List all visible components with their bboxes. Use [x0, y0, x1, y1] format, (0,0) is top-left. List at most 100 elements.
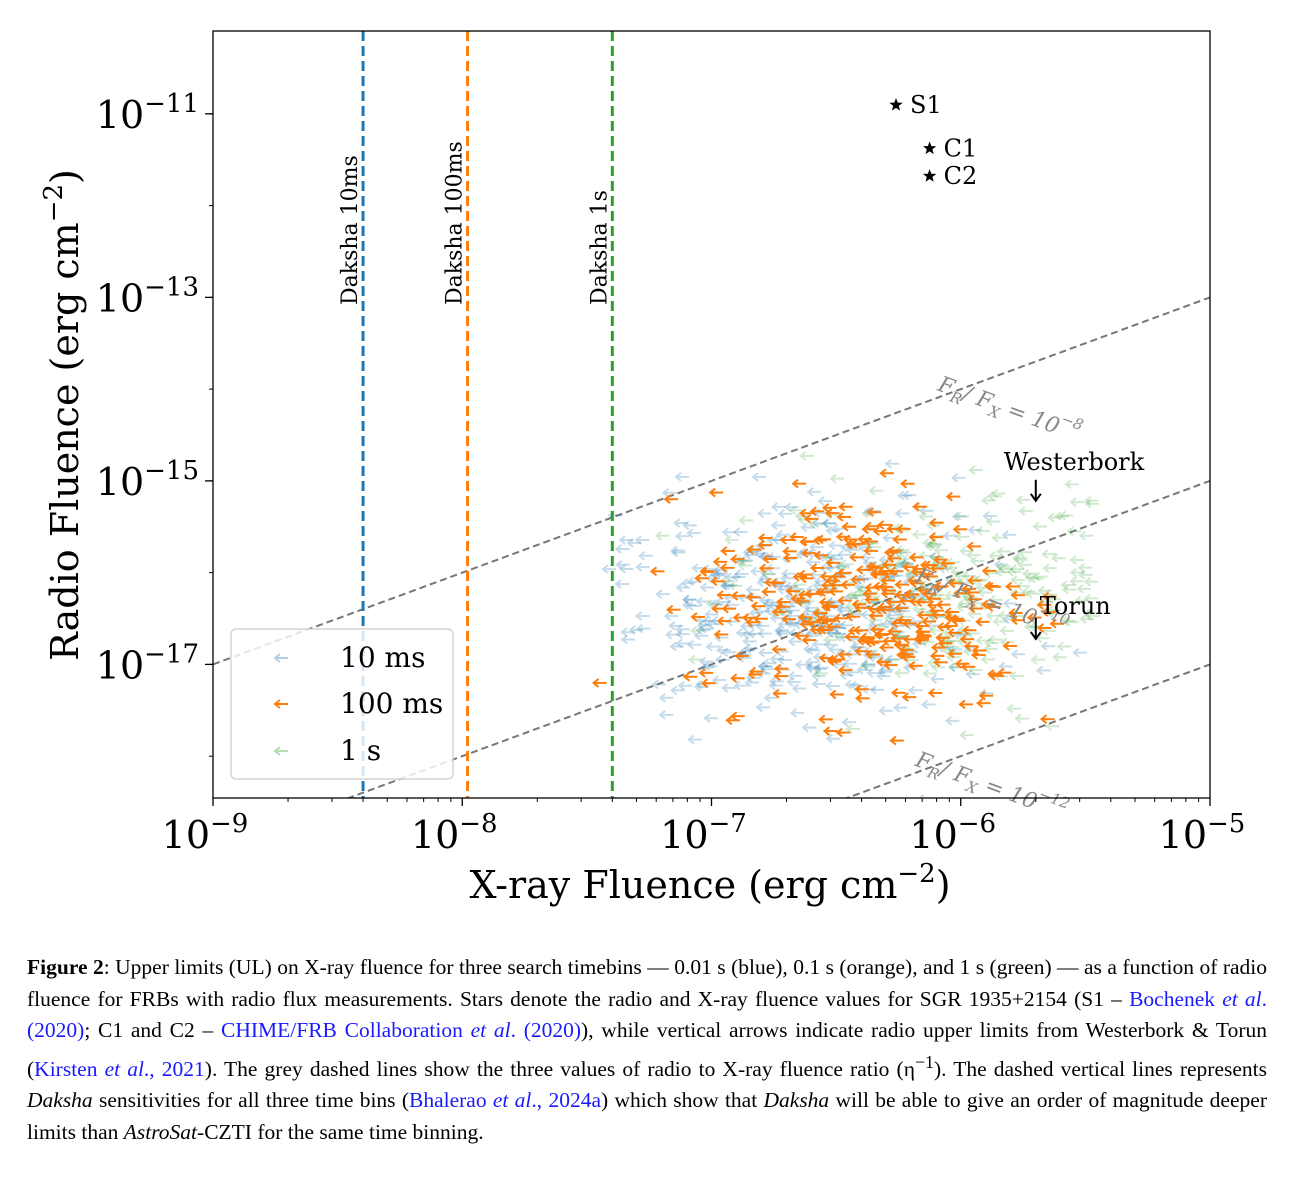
- upper-limit-arrow: [716, 590, 731, 600]
- upper-limit-arrow: [944, 612, 959, 623]
- upper-limit-arrow: [658, 710, 674, 720]
- upper-limit-arrow: [842, 658, 857, 669]
- upper-limit-arrow: [965, 669, 980, 679]
- upper-limit-arrow: [761, 569, 777, 580]
- upper-limit-arrow: [860, 661, 876, 672]
- upper-limit-arrow: [1060, 580, 1076, 590]
- upper-limit-arrow: [745, 617, 761, 628]
- upper-limit-arrow: [1008, 608, 1023, 618]
- upper-limit-arrow: [830, 524, 846, 534]
- upper-limit-arrow: [844, 679, 860, 690]
- upper-limit-arrow: [775, 602, 790, 612]
- upper-limit-arrow: [860, 632, 875, 642]
- upper-limit-arrow: [841, 521, 857, 532]
- upper-limit-arrow: [675, 638, 690, 649]
- upper-limit-arrow: [924, 541, 940, 552]
- upper-limit-arrow: [675, 582, 691, 593]
- series-10ms: [601, 458, 1087, 798]
- upper-limit-arrow: [877, 520, 892, 530]
- upper-limit-arrow: [743, 550, 759, 560]
- upper-limit-arrow: [1077, 562, 1093, 573]
- upper-limit-arrow: [695, 625, 711, 635]
- upper-limit-arrow: [734, 651, 749, 661]
- upper-limit-arrow: [995, 567, 1010, 577]
- ratio-line-label: FR/ FX = 10−8: [932, 365, 1086, 451]
- upper-limit-arrow: [741, 629, 757, 640]
- upper-limit-arrow: [935, 633, 950, 643]
- upper-limit-arrow: [713, 629, 729, 640]
- upper-limit-arrow: [880, 575, 895, 586]
- upper-limit-arrow: [760, 664, 776, 675]
- upper-limit-arrow: [787, 671, 803, 681]
- upper-limit-arrow: [825, 575, 840, 586]
- upper-limit-arrow: [791, 683, 807, 694]
- legend-marker: [273, 699, 288, 709]
- upper-limit-arrow: [773, 663, 789, 674]
- upper-limit-arrow: [699, 623, 714, 634]
- upper-limit-arrow: [855, 565, 871, 575]
- upper-limit-arrow: [674, 624, 690, 635]
- upper-limit-arrow: [774, 625, 789, 636]
- citation-chime[interactable]: CHIME/FRB Collaboration et al. (2020): [221, 1018, 582, 1042]
- upper-limit-arrow: [713, 568, 729, 579]
- legend-marker: [273, 746, 288, 756]
- upper-limit-arrow: [961, 625, 977, 636]
- upper-limit-arrow: [1064, 479, 1079, 490]
- upper-limit-arrow: [1025, 588, 1040, 599]
- upper-limit-arrow: [922, 538, 937, 548]
- upper-limit-arrow: [698, 656, 714, 667]
- upper-limit-arrow: [812, 608, 828, 618]
- upper-limit-arrow: [908, 552, 924, 563]
- upper-limit-arrow: [1042, 563, 1057, 574]
- upper-limit-arrow: [943, 621, 958, 631]
- upper-limit-arrow: [763, 577, 779, 588]
- upper-limit-arrow: [712, 557, 728, 567]
- upper-limit-arrow: [992, 616, 1007, 627]
- upper-limit-arrow: [803, 514, 819, 524]
- upper-limit-arrow: [914, 635, 929, 645]
- citation-kirsten[interactable]: Kirsten et al., 2021: [34, 1056, 205, 1081]
- upper-limit-arrow: [869, 685, 885, 695]
- upper-limit-arrow: [1010, 590, 1026, 601]
- upper-limit-arrow: [716, 616, 732, 626]
- citation-bochenek[interactable]: Bochenek et al. (2020): [27, 986, 1268, 1043]
- upper-limit-arrow: [794, 596, 810, 607]
- y-tick-label: 10−17: [96, 639, 199, 687]
- upper-limit-arrow: [762, 658, 777, 668]
- upper-limit-arrow: [917, 631, 932, 642]
- upper-limit-arrow: [885, 654, 901, 664]
- upper-limit-arrow: [770, 520, 786, 531]
- upper-limit-arrow: [695, 615, 711, 626]
- upper-limit-arrow: [1069, 567, 1085, 578]
- upper-limit-arrow: [966, 575, 982, 586]
- upper-limit-arrow: [791, 478, 807, 489]
- upper-limit-arrow: [914, 621, 930, 631]
- upper-limit-arrow: [661, 488, 677, 498]
- upper-limit-arrow: [634, 611, 650, 621]
- upper-limit-arrow: [698, 668, 714, 678]
- ratio-line: [844, 663, 1210, 798]
- upper-limit-arrow: [784, 502, 799, 512]
- upper-limit-arrow: [827, 540, 843, 551]
- upper-limit-arrow: [830, 571, 846, 582]
- upper-limit-arrow: [706, 619, 721, 629]
- upper-limit-arrow: [702, 661, 718, 671]
- upper-limit-arrow: [849, 642, 864, 652]
- upper-limit-arrow: [897, 490, 912, 501]
- upper-limit-arrow: [700, 678, 716, 688]
- upper-limit-arrow: [866, 507, 882, 517]
- upper-limit-arrow: [1002, 598, 1018, 609]
- upper-limit-arrow: [746, 544, 762, 555]
- upper-limit-arrow: [1049, 618, 1065, 629]
- upper-limit-arrow: [933, 545, 948, 556]
- upper-limit-arrow: [782, 546, 797, 557]
- upper-limit-arrow: [850, 574, 865, 585]
- upper-limit-arrow: [780, 573, 795, 584]
- upper-limit-arrow: [930, 662, 946, 673]
- upper-limit-arrow: [804, 657, 820, 668]
- citation-bhalerao[interactable]: Bhalerao et al., 2024a: [408, 1088, 601, 1113]
- upper-limit-arrow: [845, 724, 861, 734]
- x-tick-label: 10−8: [411, 809, 498, 857]
- upper-limit-arrow: [904, 589, 920, 600]
- upper-limit-arrow: [649, 566, 665, 577]
